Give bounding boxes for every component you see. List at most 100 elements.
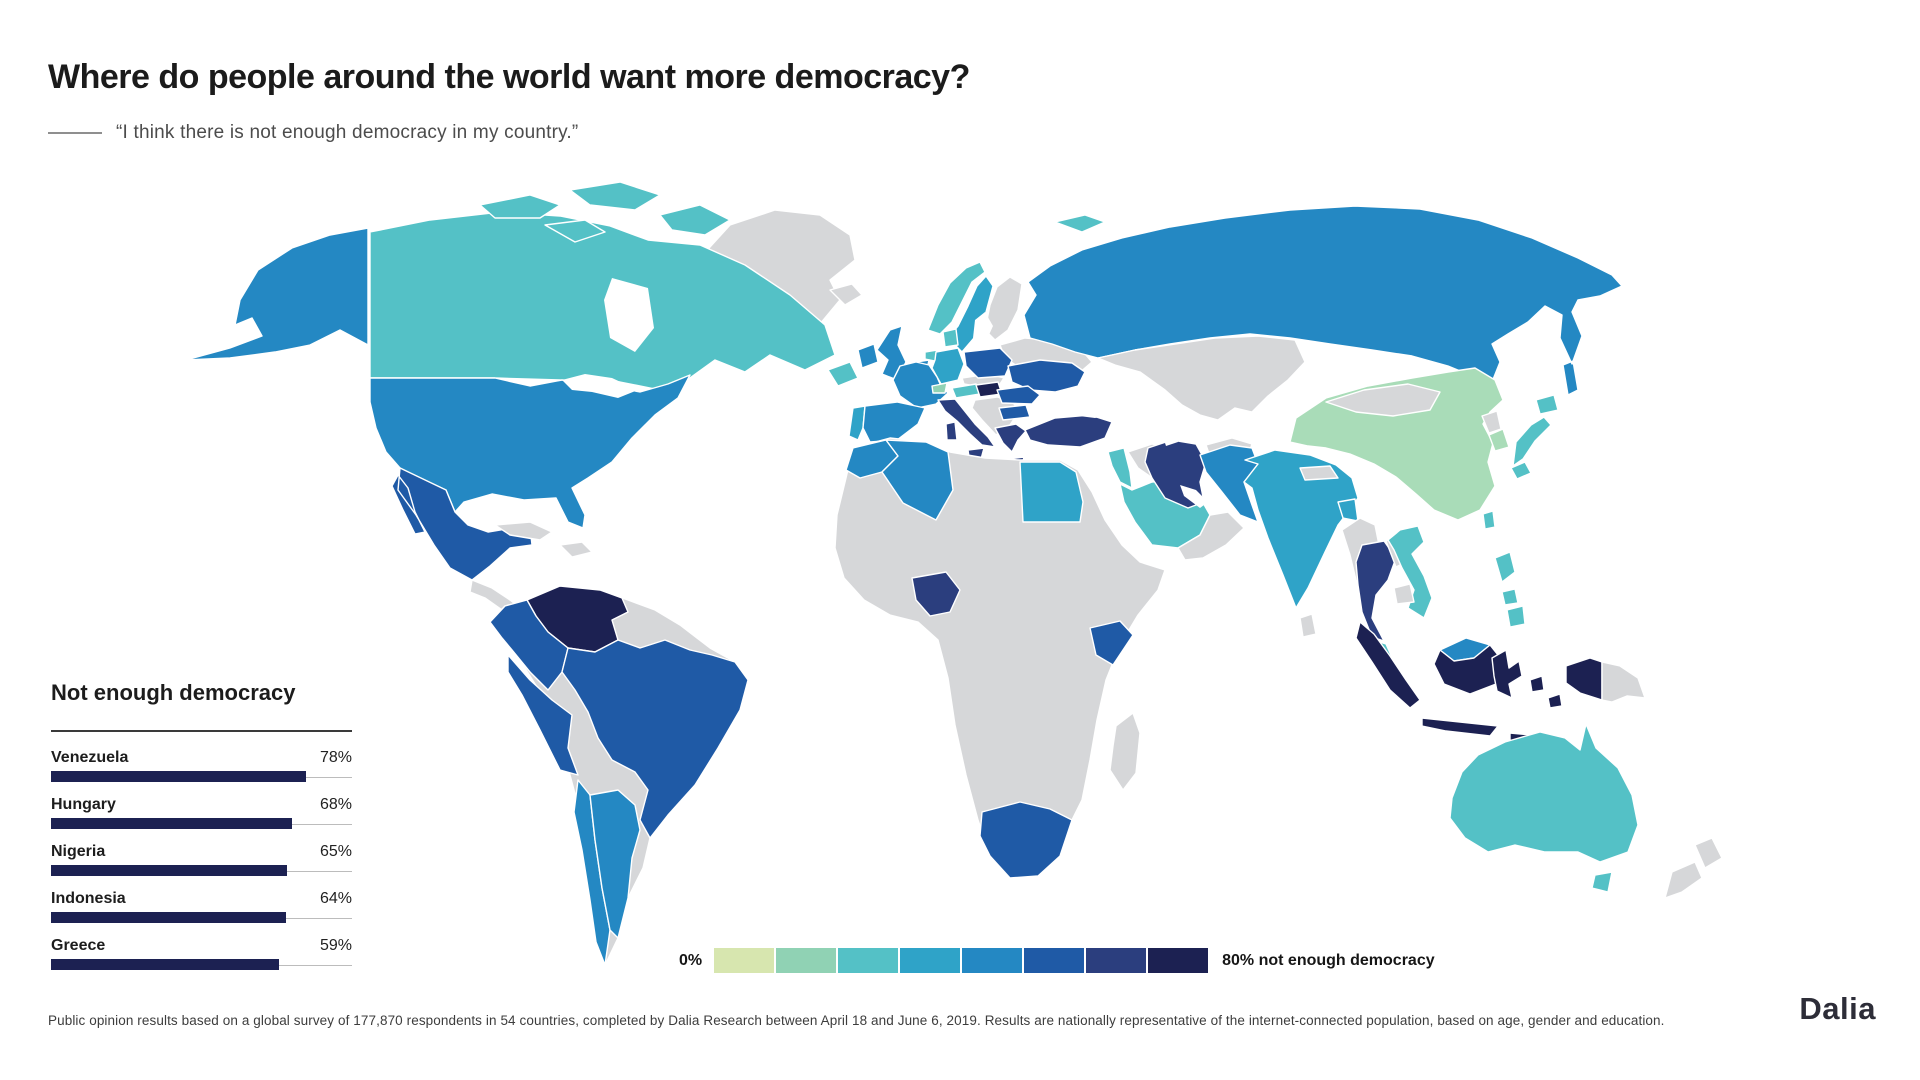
country-new-zealand: [1664, 837, 1723, 899]
ranking-bar: [51, 959, 352, 970]
country-colombia: [489, 599, 569, 691]
ranking-row: Hungary 68%: [51, 791, 352, 838]
legend-swatch: [1086, 948, 1147, 973]
country-brazil: [561, 639, 749, 839]
country-nepal: [1299, 465, 1339, 481]
ranking-value: 65%: [319, 843, 352, 860]
country-norway: [927, 214, 1106, 335]
country-canada-arctic: [479, 181, 731, 243]
country-philippines: [1494, 551, 1526, 628]
country-bulgaria: [998, 404, 1031, 421]
ranking-value: 78%: [319, 749, 352, 766]
baltic-sea: [973, 312, 993, 346]
ranking-row: Greece 59%: [51, 932, 352, 979]
legend-swatch: [1148, 948, 1209, 973]
ranking-list: Venezuela 78% Hungary 68% Nigeria 65% Indonesi…: [51, 744, 352, 979]
country-finland: [984, 276, 1023, 341]
country-alaska: [185, 227, 369, 361]
country-indonesia-java: [1421, 717, 1499, 737]
country-taiwan: [1482, 510, 1496, 530]
country-united-kingdom: [876, 325, 907, 381]
ranking-bar: [51, 865, 352, 876]
country-turkey: [1024, 414, 1113, 448]
country-egypt: [1019, 461, 1084, 523]
country-north-korea: [1481, 410, 1502, 434]
legend-swatch: [714, 948, 775, 973]
legend-swatch: [838, 948, 899, 973]
legend-swatch: [776, 948, 837, 973]
ranking-heading: Not enough democracy: [51, 680, 296, 705]
country-japan: [1510, 394, 1559, 480]
country-poland: [963, 347, 1013, 379]
ranking-country-label: Greece: [51, 937, 106, 954]
country-indonesia-moluccas: [1529, 675, 1563, 709]
ranking-row: Venezuela 78%: [51, 744, 352, 791]
region-levant: [1107, 447, 1133, 489]
ranking-bar: [51, 818, 352, 829]
country-mexico: [391, 467, 533, 581]
country-cuba: [494, 521, 553, 541]
legend-swatch: [1024, 948, 1085, 973]
country-france: [892, 361, 949, 409]
page-title: Where do people around the world want mo…: [48, 58, 970, 96]
ranking-country-label: Indonesia: [51, 890, 126, 907]
ranking-country-label: Hungary: [51, 796, 116, 813]
country-sri-lanka: [1299, 613, 1317, 638]
region-africa: [834, 437, 1166, 879]
ranking-value: 59%: [319, 937, 352, 954]
ranking-bar: [51, 771, 352, 782]
ranking-row: Nigeria 65%: [51, 838, 352, 885]
ranking-bar: [51, 912, 352, 923]
ranking-value: 64%: [319, 890, 352, 907]
ranking-divider: [51, 730, 352, 732]
island-hispaniola: [559, 541, 593, 558]
country-mongolia: [1325, 383, 1441, 417]
country-australia: [1449, 723, 1639, 893]
country-indonesia-sulawesi: [1491, 649, 1523, 699]
country-indonesia-papua: [1565, 657, 1603, 701]
survey-statement: “I think there is not enough democracy i…: [116, 122, 579, 143]
subtitle-dash: [48, 132, 102, 134]
country-vietnam: [1387, 525, 1433, 619]
country-south-korea: [1488, 428, 1510, 452]
country-madagascar: [1109, 712, 1141, 791]
country-peru: [507, 654, 579, 776]
ranking-country-label: Venezuela: [51, 749, 129, 766]
country-russia: [1023, 205, 1623, 405]
country-argentina: [589, 789, 641, 939]
country-india: [1243, 449, 1359, 609]
legend-min-label: 0%: [679, 951, 703, 969]
color-scale-legend: 0% 80% not enough democracy: [679, 948, 1435, 973]
country-switzerland: [931, 382, 948, 394]
red-sea: [1084, 472, 1143, 554]
subtitle-row: “I think there is not enough democracy i…: [48, 122, 578, 144]
country-ukraine: [1007, 359, 1086, 393]
legend-swatch: [900, 948, 961, 973]
legend-swatches: [714, 948, 1209, 973]
country-ireland: [857, 343, 879, 369]
country-canada-newfoundland: [827, 361, 859, 387]
hudson-bay: [604, 278, 654, 352]
caspian-sea: [1152, 394, 1178, 446]
country-portugal: [848, 405, 866, 441]
region-central-asia: [1097, 335, 1306, 421]
methodology-footnote: Public opinion results based on a global…: [48, 1013, 1665, 1028]
country-south-africa: [979, 801, 1073, 879]
country-nigeria: [911, 571, 961, 617]
black-sea: [1055, 396, 1124, 418]
ranking-value: 68%: [319, 796, 352, 813]
country-algeria: [881, 439, 954, 521]
country-spain: [862, 401, 926, 443]
ranking-row: Indonesia 64%: [51, 885, 352, 932]
persian-gulf: [1180, 485, 1208, 508]
ranking-country-label: Nigeria: [51, 843, 106, 860]
region-yemen-oman: [1177, 511, 1245, 561]
country-sweden: [947, 275, 994, 353]
great-lakes: [562, 374, 638, 398]
legend-swatch: [962, 948, 1023, 973]
country-pakistan: [1199, 444, 1259, 523]
country-germany: [931, 347, 965, 385]
dalia-logo: Dalia: [1799, 991, 1876, 1026]
